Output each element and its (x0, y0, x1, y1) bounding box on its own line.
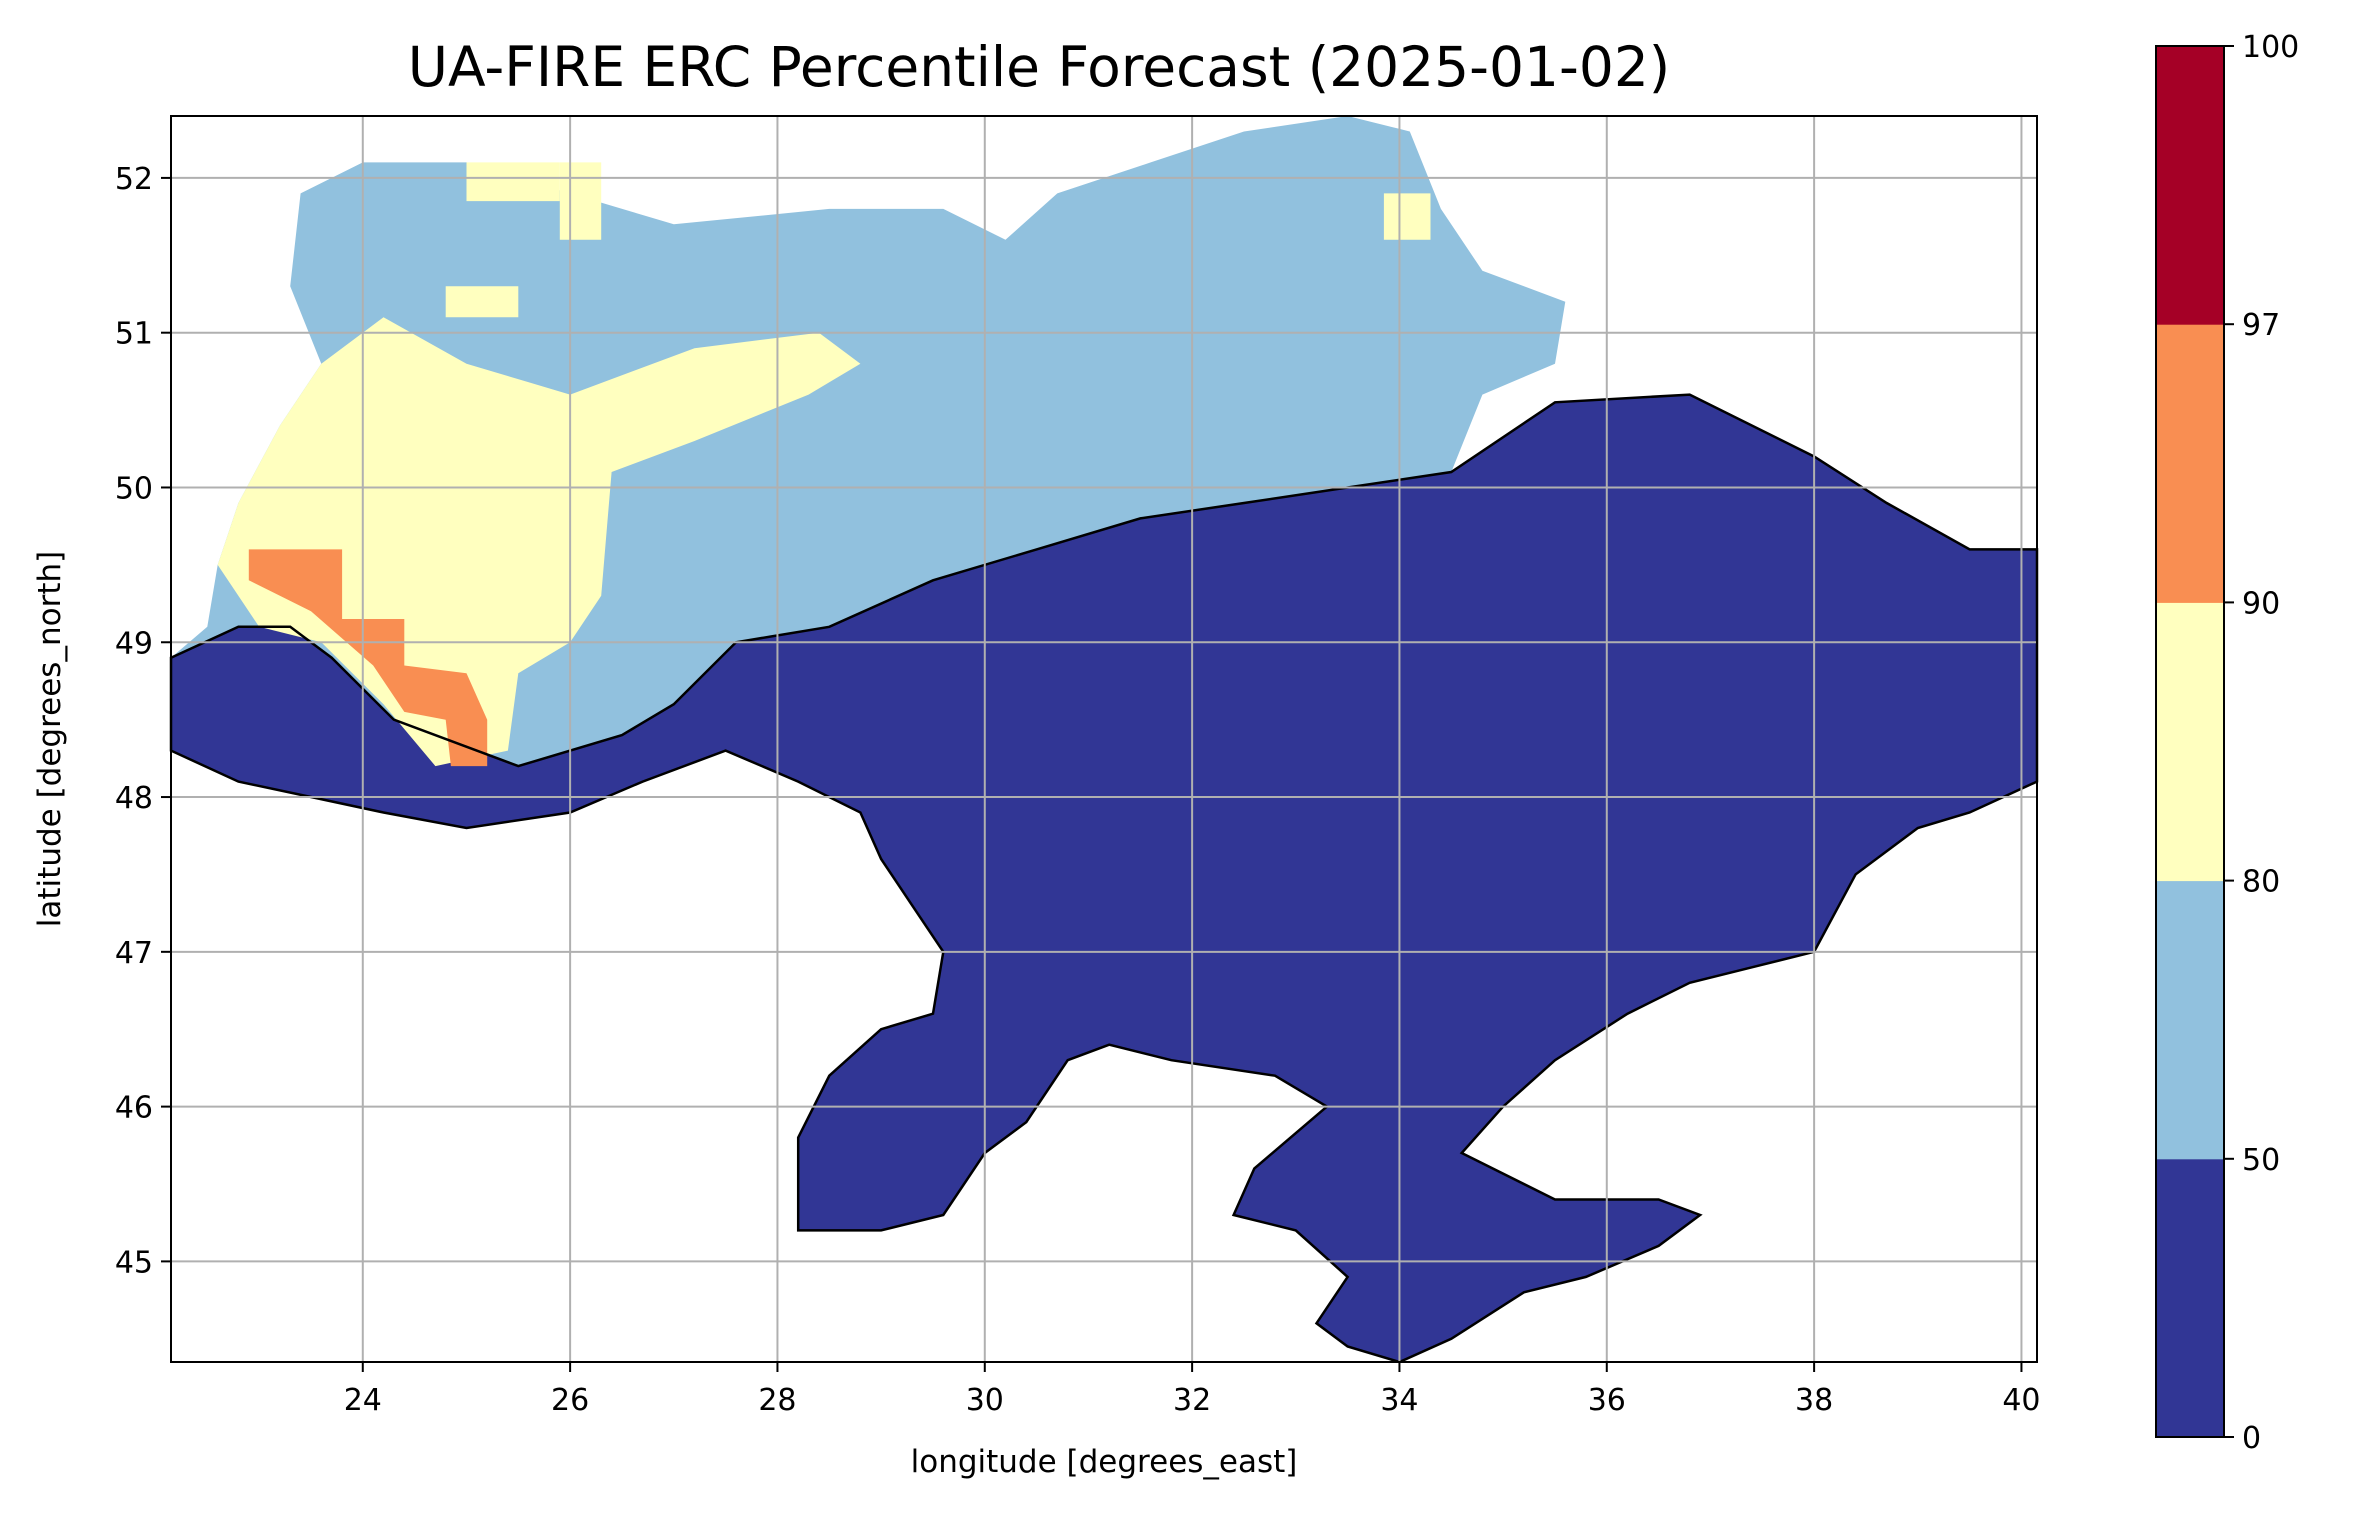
colorbar-tick-label: 100 (2242, 30, 2299, 65)
colorbar-tick-label: 50 (2242, 1143, 2280, 1178)
region-bin-2-4 (559, 162, 602, 240)
y-tick-label: 50 (115, 471, 153, 506)
colorbar-tick-label: 0 (2242, 1421, 2261, 1456)
colorbar-tick-label: 97 (2242, 308, 2280, 343)
y-tick-label: 45 (115, 1245, 153, 1280)
oblast-borders (169, 393, 2039, 1364)
colorbar-segment-4 (2156, 46, 2224, 325)
x-tick-label: 36 (1588, 1383, 1626, 1418)
colorbar-tick-label: 90 (2242, 586, 2280, 621)
y-tick-label: 47 (115, 936, 153, 971)
colorbar-segment-3 (2156, 324, 2224, 603)
y-axis-label: latitude [degrees_north] (32, 551, 68, 927)
x-tick-label: 26 (551, 1383, 589, 1418)
y-tick-label: 49 (115, 626, 153, 661)
y-tick-label: 46 (115, 1091, 153, 1126)
region-bin-3-7 (248, 549, 488, 767)
y-tick-label: 51 (115, 317, 153, 352)
colorbar-frame (2155, 45, 2225, 1438)
x-axis-ticks: 24 26 28 30 32 34 36 38 40 (344, 1362, 2041, 1418)
x-tick-label: 24 (344, 1383, 382, 1418)
gridlines (171, 116, 2037, 1362)
colorbar: 0 50 80 90 97 100 (2155, 30, 2299, 1456)
plot-area (169, 115, 2039, 1364)
y-axis-ticks: 45 46 47 48 49 50 51 52 (115, 162, 171, 1280)
x-tick-label: 32 (1173, 1383, 1211, 1418)
x-axis-label: longitude [degrees_east] (911, 1444, 1298, 1480)
x-tick-label: 30 (966, 1383, 1004, 1418)
y-tick-label: 52 (115, 162, 153, 197)
region-bin-2-5 (466, 162, 560, 202)
x-tick-label: 38 (1795, 1383, 1833, 1418)
region-bin-2-3 (445, 286, 519, 318)
region-bin-0-0 (171, 394, 2037, 1363)
country-border (169, 393, 2039, 1364)
colorbar-segment-2 (2156, 602, 2224, 882)
plot-frame (170, 115, 2038, 1363)
x-tick-label: 28 (758, 1383, 796, 1418)
y-tick-label: 48 (115, 781, 153, 816)
erc-percentile-regions (171, 116, 2037, 1363)
x-tick-label: 34 (1380, 1383, 1418, 1418)
chart-title: UA-FIRE ERC Percentile Forecast (2025-01… (408, 35, 1671, 99)
colorbar-tick-label: 80 (2242, 865, 2280, 900)
colorbar-segment-1 (2156, 880, 2224, 1160)
colorbar-segment-0 (2156, 1158, 2224, 1438)
region-bin-2-6 (1383, 193, 1431, 240)
x-tick-label: 40 (2002, 1383, 2040, 1418)
